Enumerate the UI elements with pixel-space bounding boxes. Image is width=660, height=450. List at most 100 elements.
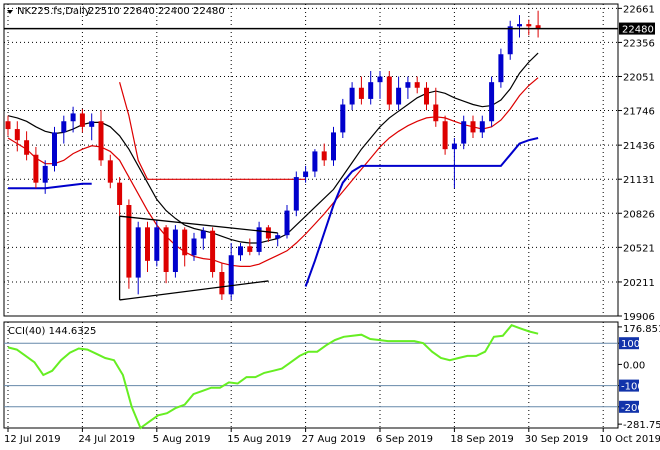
chart-menu-triangle-icon[interactable] [7,10,13,14]
candles [5,10,541,300]
price-panel: 22661 22356 22051 21746 21436 21131 20826 20521… [3,3,655,323]
candle-body [42,165,48,183]
x-tick-label: 24 Jul 2019 [78,434,135,445]
candle-body [293,177,299,211]
price-y-tick-label: 22661 [623,4,655,15]
cci-y-axis: 176.8515 100 0.00 -100 -200 -281.7588 [618,324,660,431]
candle-body [70,113,76,122]
candle-body [405,82,411,88]
price-y-tick-label: 19906 [623,312,655,323]
candle-body [14,129,20,141]
candle-body [182,229,188,256]
candle-body [396,87,402,105]
candle-body [321,151,327,161]
cci-level-tag-bg [619,379,639,392]
candle-body [433,104,439,122]
candle-body [442,121,448,150]
overlay-line-1 [7,77,539,267]
price-y-tick-label: 21131 [623,175,655,186]
last-price-tag-bg [619,22,655,35]
trendline [119,215,278,234]
price-y-tick-label: 20211 [623,278,655,289]
x-tick-label: 30 Sep 2019 [525,434,588,445]
candle-body [479,121,485,133]
price-y-tick-label: 20521 [623,243,655,254]
candle-body [191,238,197,256]
candle-body [470,121,476,133]
candle-body [210,230,216,273]
candle-body [228,255,234,295]
candle-body [414,82,420,88]
cci-y-tick-label: -281.7588 [623,420,660,431]
candle-body [61,121,67,133]
x-tick-label: 18 Sep 2019 [450,434,513,445]
price-panel-frame [3,3,619,317]
candle-body [489,82,495,122]
candle-body [331,132,336,161]
candle-body [424,87,429,105]
cci-series-line [7,324,539,430]
x-tick-label: 27 Aug 2019 [302,434,366,445]
candle-body [52,132,57,166]
overlay-line-2 [8,137,539,287]
candle-body [163,227,169,273]
candle-body [107,160,113,183]
time-axis: 12 Jul 2019 24 Jul 2019 5 Aug 2019 15 Aug 2… [4,428,660,445]
cci-y-tick-label: -200 [621,403,644,414]
cci-panel: 176.8515 100 0.00 -100 -200 -281.7588 CCI(40)… [3,321,660,431]
last-price-tag-label: 22480 [622,25,654,36]
cci-y-tick-label: 176.8515 [623,324,660,335]
candle-body [89,121,95,127]
candle-body [265,227,271,239]
candle-body [256,227,262,252]
cci-levels [4,342,618,408]
cci-line [7,324,539,430]
price-y-axis: 22661 22356 22051 21746 21436 21131 20826 20521… [618,4,655,323]
candle-body [172,229,178,273]
candle-body [219,272,225,295]
candle-body [461,121,467,144]
x-tick-label: 5 Aug 2019 [153,434,211,445]
candle-body [275,235,281,239]
price-y-tick-label: 20826 [623,209,655,220]
x-tick-label: 15 Aug 2019 [227,434,291,445]
candle-body [368,82,374,99]
candle-body [247,246,253,252]
candle-body [507,26,513,55]
candle-body [117,182,123,206]
trendline [119,280,269,301]
price-y-tick-label: 22356 [623,38,655,49]
candle-body [135,227,141,278]
trendline-annotations [4,27,618,301]
candle-body [535,25,541,29]
candle-body [498,54,504,83]
candle-body [526,24,532,27]
price-y-tick-label: 21746 [623,107,655,118]
candle-body [377,76,383,83]
cci-y-tick-label: 0.00 [623,360,645,371]
ohlc-label: 22510 22640 22400 22480 [88,6,225,17]
cci-label: CCI(40) 144.6325 [8,326,96,337]
candle-body [33,154,39,183]
candle-body [517,24,522,27]
price-y-tick-label: 22051 [623,72,655,83]
cci-level-tag-bg [619,400,639,413]
candle-body [24,140,30,155]
cci-level-tag-bg [619,337,639,350]
candle-body [5,121,11,130]
candle-body [312,151,318,172]
x-tick-label: 6 Sep 2019 [376,434,433,445]
candle-body [303,171,309,178]
cci-panel-frame [3,321,619,429]
candle-body [154,227,160,261]
candle-body [386,76,392,105]
cci-y-tick-label: 100 [621,339,640,350]
overlay-line-0 [7,52,539,244]
overlay-line-3 [119,82,306,180]
x-tick-label: 12 Jul 2019 [4,434,61,445]
candle-body [79,113,85,127]
candle-body [98,121,104,161]
candle-body [284,210,290,236]
cci-grid [7,322,604,428]
price-y-tick-label: 21436 [623,141,655,152]
